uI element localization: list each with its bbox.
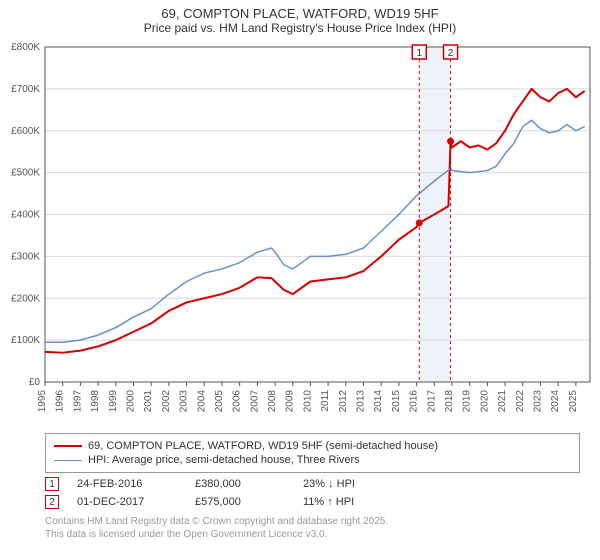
sale-delta-2: 11% ↑ HPI: [303, 496, 403, 508]
svg-text:1996: 1996: [55, 390, 66, 413]
legend-label-property: 69, COMPTON PLACE, WATFORD, WD19 5HF (se…: [88, 440, 438, 452]
title-line2: Price paid vs. HM Land Registry's House …: [0, 21, 600, 35]
svg-text:2010: 2010: [302, 390, 313, 413]
svg-text:£800K: £800K: [11, 42, 40, 53]
svg-text:2008: 2008: [267, 390, 278, 413]
svg-text:£600K: £600K: [11, 126, 40, 137]
svg-text:£700K: £700K: [11, 84, 40, 95]
legend-swatch-hpi: [54, 460, 82, 461]
svg-text:2017: 2017: [426, 390, 437, 413]
svg-text:£0: £0: [29, 377, 41, 388]
svg-text:£100K: £100K: [11, 335, 40, 346]
footer-line1: Contains HM Land Registry data © Crown c…: [45, 515, 580, 528]
sale-row-2: 2 01-DEC-2017 £575,000 11% ↑ HPI: [45, 495, 580, 509]
legend: 69, COMPTON PLACE, WATFORD, WD19 5HF (se…: [45, 433, 580, 473]
svg-text:£500K: £500K: [11, 168, 40, 179]
svg-text:2016: 2016: [409, 390, 420, 413]
sale-delta-1: 23% ↓ HPI: [303, 478, 403, 490]
chart-area: £0 £100K £200K £300K £400K £500K £600K £700K £80…: [0, 37, 600, 427]
legend-item-hpi: HPI: Average price, semi-detached house,…: [54, 454, 571, 466]
svg-text:£200K: £200K: [11, 293, 40, 304]
svg-text:2009: 2009: [285, 390, 296, 413]
legend-swatch-property: [54, 445, 82, 447]
chart-title-block: 69, COMPTON PLACE, WATFORD, WD19 5HF Pri…: [0, 0, 600, 37]
svg-text:2000: 2000: [125, 390, 136, 413]
svg-text:1: 1: [416, 48, 422, 59]
svg-text:2024: 2024: [550, 390, 561, 413]
svg-text:2011: 2011: [320, 390, 331, 412]
svg-text:2015: 2015: [391, 390, 402, 413]
sale-date-1: 24-FEB-2016: [77, 478, 177, 490]
svg-text:2004: 2004: [196, 390, 207, 413]
sale-rows: 1 24-FEB-2016 £380,000 23% ↓ HPI 2 01-DE…: [45, 477, 580, 509]
svg-text:2022: 2022: [515, 390, 526, 413]
svg-text:2019: 2019: [462, 390, 473, 413]
title-line1: 69, COMPTON PLACE, WATFORD, WD19 5HF: [0, 6, 600, 21]
sale-marker-1: 1: [45, 477, 59, 491]
sale-price-2: £575,000: [195, 496, 285, 508]
svg-text:2013: 2013: [356, 390, 367, 413]
svg-text:2018: 2018: [444, 390, 455, 413]
sale-row-1: 1 24-FEB-2016 £380,000 23% ↓ HPI: [45, 477, 580, 491]
svg-text:2021: 2021: [497, 390, 508, 413]
svg-text:2006: 2006: [232, 390, 243, 413]
svg-text:2001: 2001: [143, 390, 154, 413]
svg-text:1995: 1995: [37, 390, 48, 413]
svg-text:2005: 2005: [214, 390, 225, 413]
sale-price-1: £380,000: [195, 478, 285, 490]
footer: Contains HM Land Registry data © Crown c…: [45, 515, 580, 541]
chart-svg: £0 £100K £200K £300K £400K £500K £600K £700K £80…: [0, 37, 600, 427]
svg-text:2025: 2025: [568, 390, 579, 413]
svg-text:2020: 2020: [479, 390, 490, 413]
svg-text:£300K: £300K: [11, 251, 40, 262]
svg-text:1999: 1999: [108, 390, 119, 413]
svg-text:1997: 1997: [72, 390, 83, 413]
svg-text:2023: 2023: [532, 390, 543, 413]
svg-text:1998: 1998: [90, 390, 101, 413]
svg-text:2007: 2007: [249, 390, 260, 413]
sale-marker-2: 2: [45, 495, 59, 509]
svg-text:2: 2: [448, 48, 454, 59]
footer-line2: This data is licensed under the Open Gov…: [45, 528, 580, 541]
sale-date-2: 01-DEC-2017: [77, 496, 177, 508]
svg-text:2003: 2003: [179, 390, 190, 413]
legend-item-property: 69, COMPTON PLACE, WATFORD, WD19 5HF (se…: [54, 440, 571, 452]
svg-text:2012: 2012: [338, 390, 349, 413]
svg-text:2002: 2002: [161, 390, 172, 413]
legend-label-hpi: HPI: Average price, semi-detached house,…: [88, 454, 360, 466]
svg-text:£400K: £400K: [11, 210, 40, 221]
svg-text:2014: 2014: [373, 390, 384, 413]
